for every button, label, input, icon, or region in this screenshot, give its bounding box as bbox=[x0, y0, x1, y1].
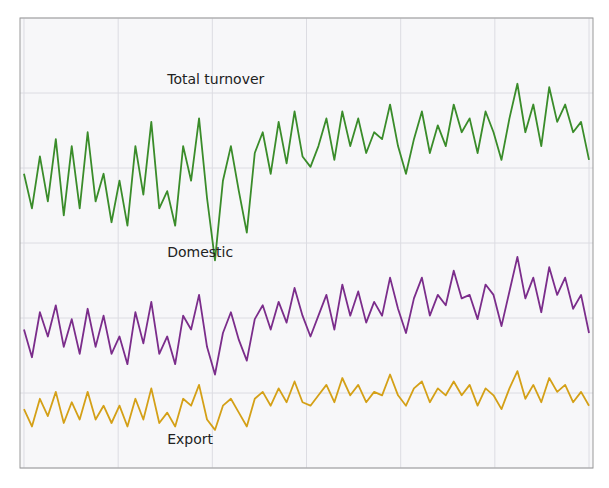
grid bbox=[20, 18, 593, 468]
plot-area bbox=[20, 18, 593, 468]
series-lines bbox=[24, 84, 589, 430]
chart: Total turnover Domestic Export bbox=[0, 0, 609, 488]
grid-line-y bbox=[20, 318, 593, 319]
grid-line-y bbox=[20, 93, 593, 94]
annotation: Domestic bbox=[167, 244, 233, 260]
plot-frame bbox=[20, 18, 593, 468]
annotation: Export bbox=[167, 431, 213, 447]
series-line bbox=[24, 84, 589, 261]
grid-line-y bbox=[20, 168, 593, 169]
annotations: Total turnover Domestic Export bbox=[166, 71, 264, 447]
grid-line-y bbox=[20, 243, 593, 244]
series-line bbox=[24, 371, 589, 430]
annotation: Total turnover bbox=[166, 71, 264, 87]
series-line bbox=[24, 257, 589, 375]
